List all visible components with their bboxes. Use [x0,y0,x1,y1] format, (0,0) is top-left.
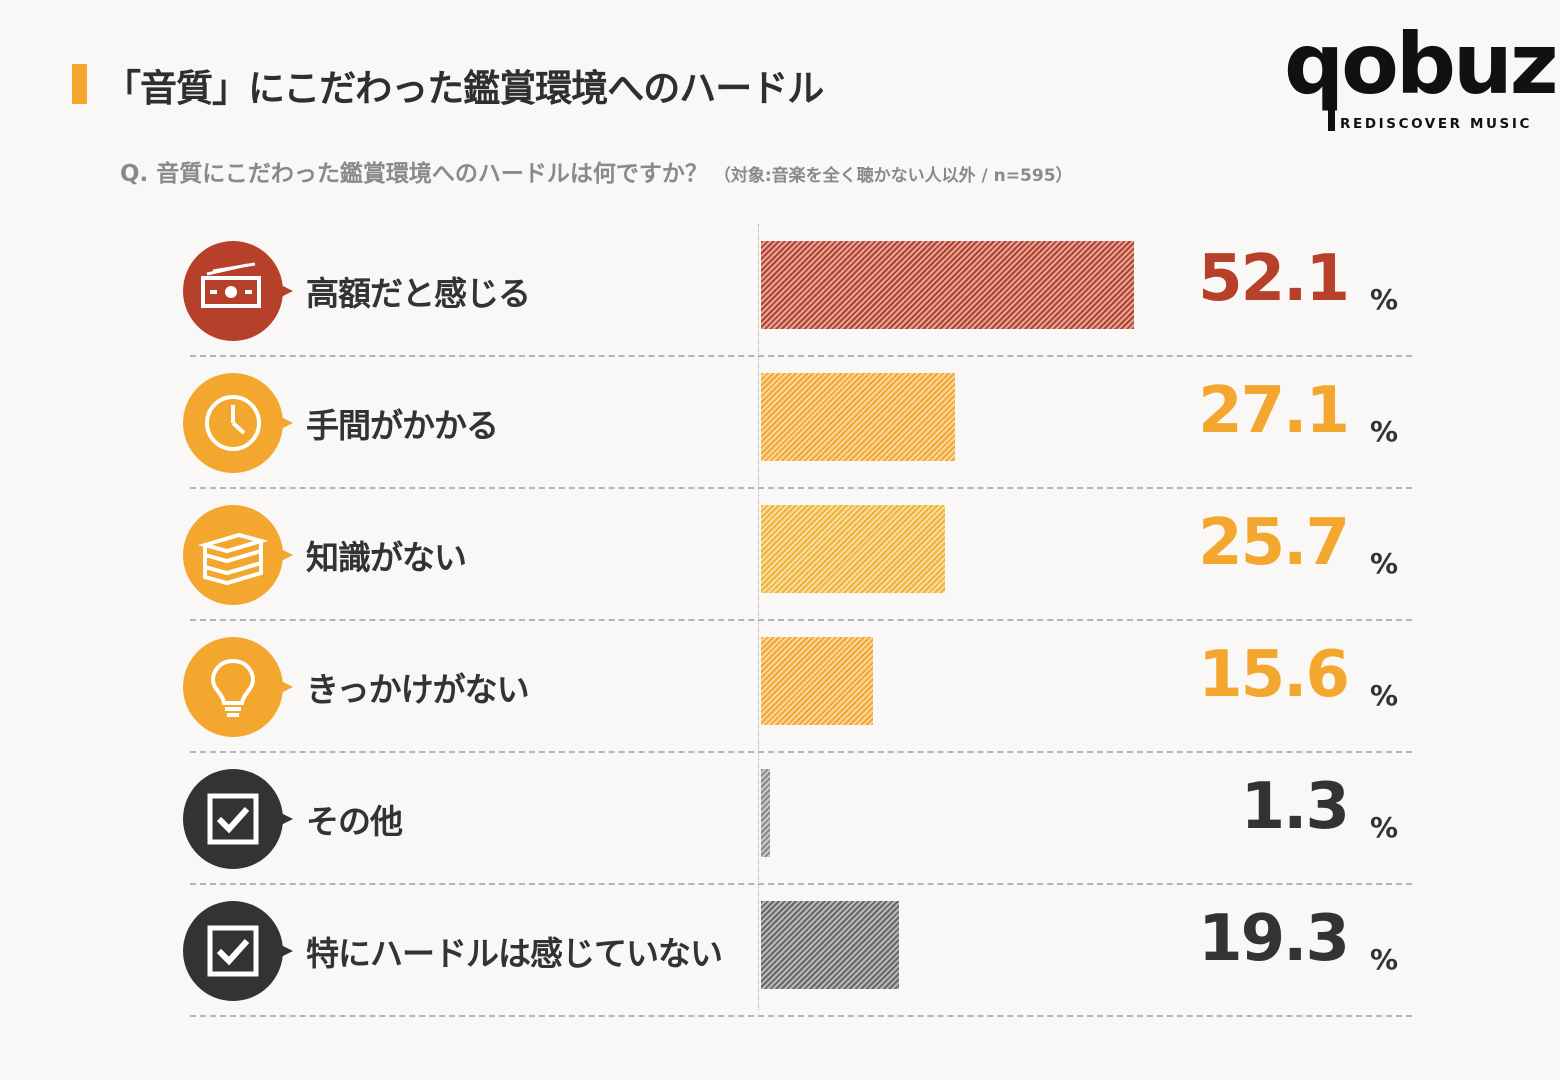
category-label: 特にハードルは感じていない [306,934,723,973]
logo-tagline: REDISCOVER MUSIC [1340,116,1533,132]
chart-row: 特にハードルは感じていない 19.3% [0,885,1560,1017]
row-separator [190,619,1412,621]
question-text: Q. 音質にこだわった鑑賞環境へのハードルは何ですか？ （対象:音楽を全く聴かない… [120,154,1073,188]
lightbulb-icon [183,637,293,737]
question-target: （対象:音楽を全く聴かない人以外 / n=595） [713,166,1073,186]
bar [761,901,900,989]
percent-unit: % [1370,811,1399,844]
books-icon [183,505,293,605]
page-title: 「音質」にこだわった鑑賞環境へのハードル [104,67,824,110]
checkbox-icon [183,769,293,869]
chart-row: 手間がかかる 27.1% [0,357,1560,489]
category-label: 手間がかかる [306,406,499,445]
percent-unit: % [1370,283,1399,316]
bar [761,505,945,593]
value-label: 25.7 [1198,506,1350,580]
row-separator [190,487,1412,489]
row-separator [190,751,1412,753]
value-label: 52.1 [1198,242,1350,316]
chart-row: きっかけがない 15.6% [0,621,1560,753]
row-separator [190,355,1412,357]
percent-unit: % [1370,679,1399,712]
bar [761,373,956,461]
bar [761,637,873,725]
category-label: 高額だと感じる [306,274,531,313]
checkbox-icon [183,901,293,1001]
category-label: その他 [306,802,403,841]
value-label: 27.1 [1198,374,1350,448]
chart-row: その他 1.3% [0,753,1560,885]
value-label: 1.3 [1240,770,1350,844]
value-label: 19.3 [1198,902,1350,976]
logo-wordmark: qobuz [1284,15,1559,113]
percent-unit: % [1370,943,1399,976]
question-label: Q. 音質にこだわった鑑賞環境へのハードルは何ですか？ [120,161,708,187]
clock-icon [183,373,293,473]
percent-unit: % [1370,415,1399,448]
title-accent-bar [72,64,87,104]
category-label: きっかけがない [306,670,530,709]
axis-divider [758,224,759,1010]
logo-stem [1328,90,1335,131]
money-icon [183,241,293,341]
percent-unit: % [1370,547,1399,580]
qobuz-logo: qobuz REDISCOVER MUSIC [1284,22,1559,134]
bar [761,769,771,857]
category-label: 知識がない [306,538,467,577]
row-separator [190,883,1412,885]
bar [761,241,1134,329]
chart-row: 知識がない 25.7% [0,489,1560,621]
value-label: 15.6 [1198,638,1350,712]
row-separator [190,1015,1412,1017]
chart-row: 高額だと感じる 52.1% [0,225,1560,357]
